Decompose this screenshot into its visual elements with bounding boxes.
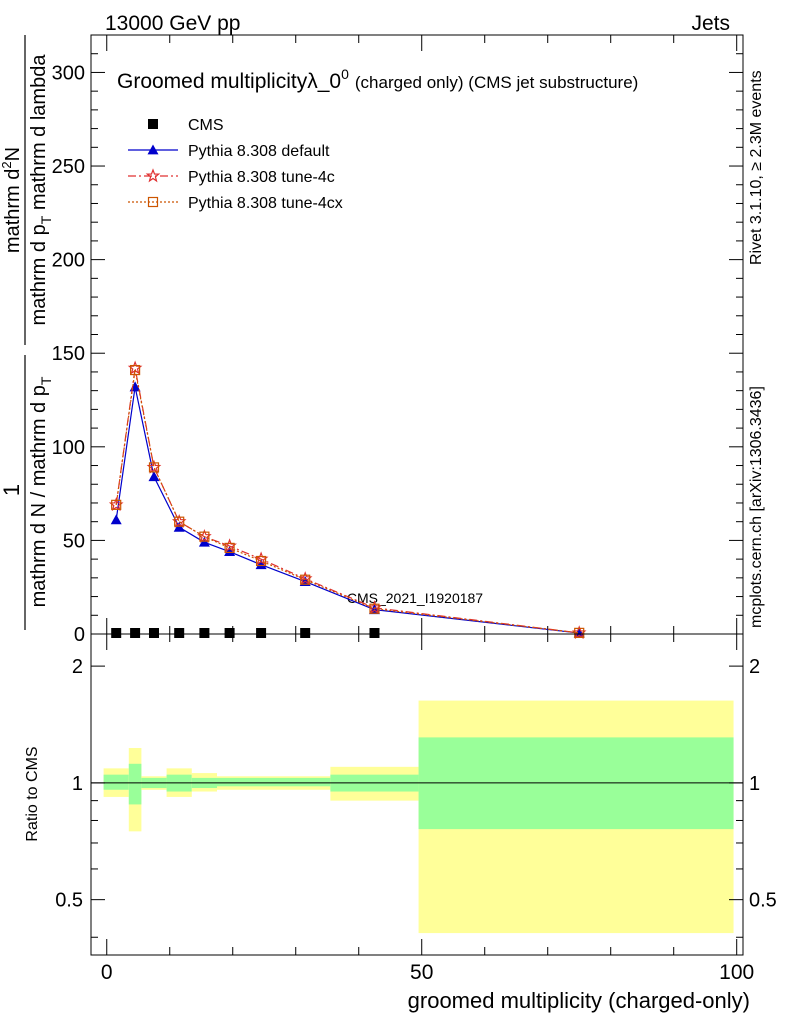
legend-label-2: Pythia 8.308 tune-4c [188,169,335,186]
y-tick-label: 200 [52,250,85,272]
legend-marker-1 [147,144,159,155]
legend-marker-2 [145,168,161,183]
series-2 [108,360,587,640]
series-0 [111,628,380,638]
data-point [130,628,141,638]
data-point [199,628,210,638]
x-axis: 0 50 100 [101,634,754,984]
x-axis-label: groomed multiplicity (charged-only) [408,988,750,1013]
data-point [369,603,380,614]
ratio-plot: 0.5 0.5 1 1 2 2 0 50 100 [55,633,777,984]
y-label-lambda-den-sub: T [38,215,54,224]
data-point [111,628,122,638]
ratio-band-inner-0 [103,774,129,790]
data-point [300,628,311,638]
data-point [148,471,160,482]
ratio-y-tick-label-left: 1 [72,773,83,795]
data-point [174,628,185,638]
legend-marker-0 [148,119,158,129]
ratio-y-tick-label-right: 1 [749,773,760,795]
data-point [129,364,141,376]
series-layer [108,360,587,640]
ratio-y-tick-label-left: 2 [72,656,83,678]
data-point [148,628,159,638]
y-tick-label: 250 [52,156,85,178]
y-label-lambda-den-main: mathrm d p [28,224,50,325]
y-tick-label: 0 [74,624,85,646]
x-tick-label: 50 [410,961,433,984]
header-jets-label: Jets [691,12,730,35]
y-axis: 0 50 100 150 200 250 300 [52,34,743,646]
y-label-lambda-num-sup: 2 [0,161,14,168]
legend-label-1: Pythia 8.308 default [188,143,330,160]
series-3 [111,364,585,638]
y-axis-label: 1 mathrm d N / mathrm d pT mathrm d2N ma… [0,35,54,630]
data-point [256,628,267,638]
ratio-y-axis: 0.5 0.5 1 1 2 2 [55,656,777,938]
y-tick-label: 300 [52,62,85,84]
ratio-band-layer [103,700,734,934]
mcplots-label: mcplots.cern.ch [arXiv:1306.3436] [748,386,765,628]
ratio-band-inner-1 [128,763,142,805]
y-label-lambda-den: mathrm d pT mathrm d lambda [28,54,54,326]
y-label-lambda-num-main: mathrm d [2,169,24,253]
x-tick-label: 0 [101,961,113,984]
data-point [110,514,122,525]
ratio-y-tick-label-right: 0.5 [749,890,777,912]
data-point [255,559,267,570]
main-plot: 0 50 100 150 200 250 300 CMS_2021_I1920187 Gro… [52,34,744,934]
y-label-lambda-num-tail: N [2,147,24,161]
rivet-label: Rivet 3.1.10, ≥ 2.3M events [748,70,765,265]
y-label-frac-den-sub: T [38,376,54,385]
data-point [199,531,210,542]
ratio-plot-frame [90,633,744,956]
series-line-1 [115,386,580,634]
legend-label-3: Pythia 8.308 tune-4cx [188,195,343,212]
legend-label-0: CMS [188,117,224,134]
ratio-y-tick-label-right: 2 [749,656,760,678]
y-label-frac-den: mathrm d N / mathrm d pT [28,376,54,607]
chart-title-sup: 0 [341,66,349,82]
data-point [174,516,185,527]
y-label-frac-den-main: mathrm d N / mathrm d p [28,385,50,607]
y-label-frac-num: 1 [0,484,24,496]
y-tick-label: 50 [63,530,85,552]
chart-title-suffix: (charged only) (CMS jet substructure) [355,73,638,92]
x-axis-main [106,35,738,634]
watermark: CMS_2021_I1920187 [347,590,483,606]
header-energy-label: 13000 GeV pp [105,12,240,35]
data-point [148,462,160,473]
y-label-lambda-den-tail: mathrm d lambda [28,54,50,216]
y-tick-label: 100 [52,437,85,459]
ratio-y-tick-label-left: 0.5 [55,890,83,912]
legend: CMS Pythia 8.308 default Pythia 8.308 tune… [128,117,343,212]
y-tick-label: 150 [52,343,85,365]
data-point [224,542,235,553]
ratio-band-inner-5 [216,777,331,787]
data-point [574,627,585,638]
data-point [224,628,235,638]
data-point [369,628,380,638]
chart-title-main: Groomed multiplicityλ_0 [117,70,341,93]
data-point [224,546,236,557]
data-point [111,499,122,510]
y-label-lambda-num: mathrm d2N [0,147,24,253]
data-point [255,555,267,567]
series-line-3 [115,369,580,634]
data-point [300,574,311,585]
legend-marker-3 [147,196,159,208]
chart-title: Groomed multiplicityλ_00 (charged only) (… [117,66,638,93]
series-1 [110,381,585,638]
x-tick-label: 100 [719,961,754,984]
ratio-y-label: Ratio to CMS [24,746,41,841]
